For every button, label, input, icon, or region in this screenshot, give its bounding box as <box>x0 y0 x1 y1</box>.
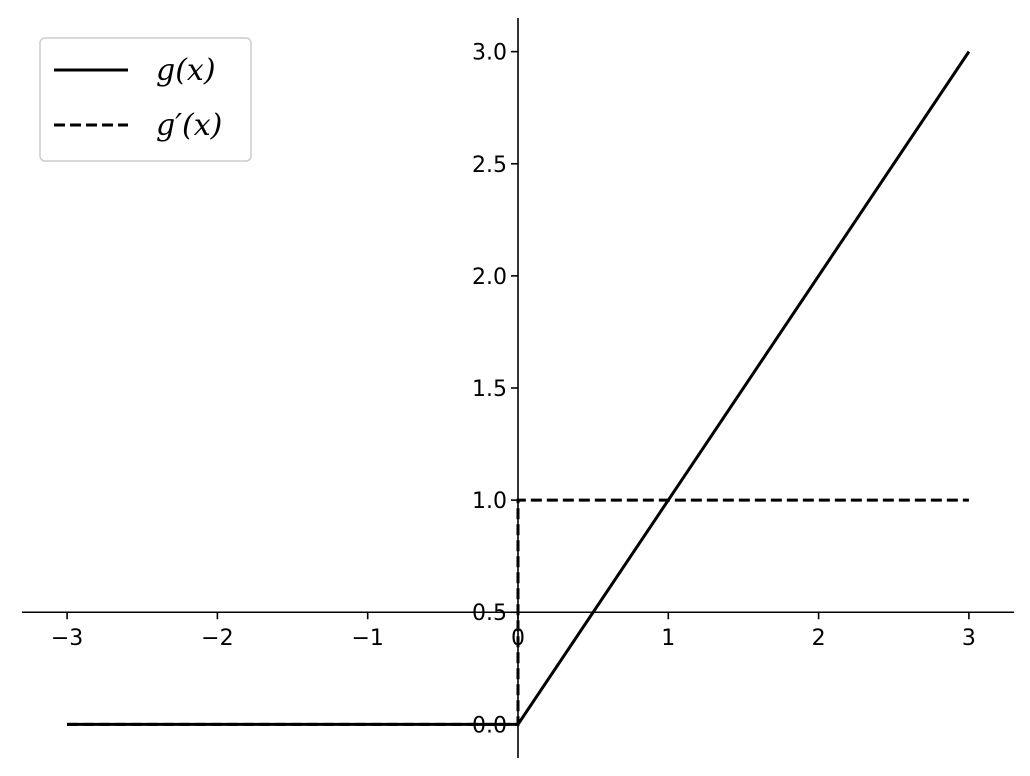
x-tick-label: −3 <box>51 626 83 651</box>
y-tick-label: 2.5 <box>472 153 507 178</box>
y-tick-label: 3.0 <box>472 41 507 66</box>
axes-layer: −3 −2 −1 0 1 2 3 0.0 0.5 1.0 1.5 2.0 2.5 3.0 <box>22 18 1014 758</box>
legend-label: g′(x) <box>156 108 222 143</box>
x-tick-label: 3 <box>962 626 976 651</box>
y-tick-label: 1.5 <box>472 377 507 402</box>
x-tick-label: 0 <box>511 626 525 651</box>
y-tick-label: 0.0 <box>472 713 507 738</box>
x-tick-label: 2 <box>812 626 826 651</box>
x-tick-label: 1 <box>661 626 675 651</box>
y-tick-label: 1.0 <box>472 489 507 514</box>
legend-label: g(x) <box>156 53 216 88</box>
x-tick-label: −2 <box>201 626 233 651</box>
y-tick-label: 0.5 <box>472 601 507 626</box>
x-tick-label: −1 <box>351 626 383 651</box>
legend: g(x) g′(x) <box>39 37 252 162</box>
y-tick-label: 2.0 <box>472 265 507 290</box>
